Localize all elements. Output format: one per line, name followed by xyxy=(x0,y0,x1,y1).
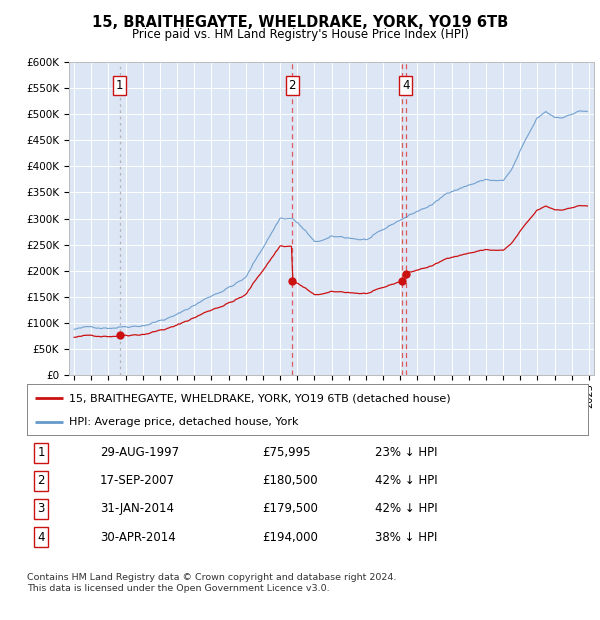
Text: £75,995: £75,995 xyxy=(263,446,311,459)
Text: 30-APR-2014: 30-APR-2014 xyxy=(100,531,176,544)
Text: 3: 3 xyxy=(37,502,45,515)
Text: 4: 4 xyxy=(37,531,45,544)
Text: 23% ↓ HPI: 23% ↓ HPI xyxy=(375,446,437,459)
Text: 31-JAN-2014: 31-JAN-2014 xyxy=(100,502,174,515)
Text: 38% ↓ HPI: 38% ↓ HPI xyxy=(375,531,437,544)
Text: Price paid vs. HM Land Registry's House Price Index (HPI): Price paid vs. HM Land Registry's House … xyxy=(131,28,469,40)
Text: 15, BRAITHEGAYTE, WHELDRAKE, YORK, YO19 6TB (detached house): 15, BRAITHEGAYTE, WHELDRAKE, YORK, YO19 … xyxy=(69,393,451,403)
Text: 17-SEP-2007: 17-SEP-2007 xyxy=(100,474,175,487)
Text: Contains HM Land Registry data © Crown copyright and database right 2024.
This d: Contains HM Land Registry data © Crown c… xyxy=(27,574,397,593)
Text: 1: 1 xyxy=(116,79,124,92)
Text: 2: 2 xyxy=(289,79,296,92)
Text: £194,000: £194,000 xyxy=(263,531,319,544)
Text: HPI: Average price, detached house, York: HPI: Average price, detached house, York xyxy=(69,417,299,427)
Text: 1: 1 xyxy=(37,446,45,459)
Text: 15, BRAITHEGAYTE, WHELDRAKE, YORK, YO19 6TB: 15, BRAITHEGAYTE, WHELDRAKE, YORK, YO19 … xyxy=(92,16,508,30)
Text: 29-AUG-1997: 29-AUG-1997 xyxy=(100,446,179,459)
Text: £180,500: £180,500 xyxy=(263,474,318,487)
Text: 2: 2 xyxy=(37,474,45,487)
Text: 42% ↓ HPI: 42% ↓ HPI xyxy=(375,474,437,487)
Text: 42% ↓ HPI: 42% ↓ HPI xyxy=(375,502,437,515)
Text: £179,500: £179,500 xyxy=(263,502,319,515)
Text: 4: 4 xyxy=(402,79,410,92)
